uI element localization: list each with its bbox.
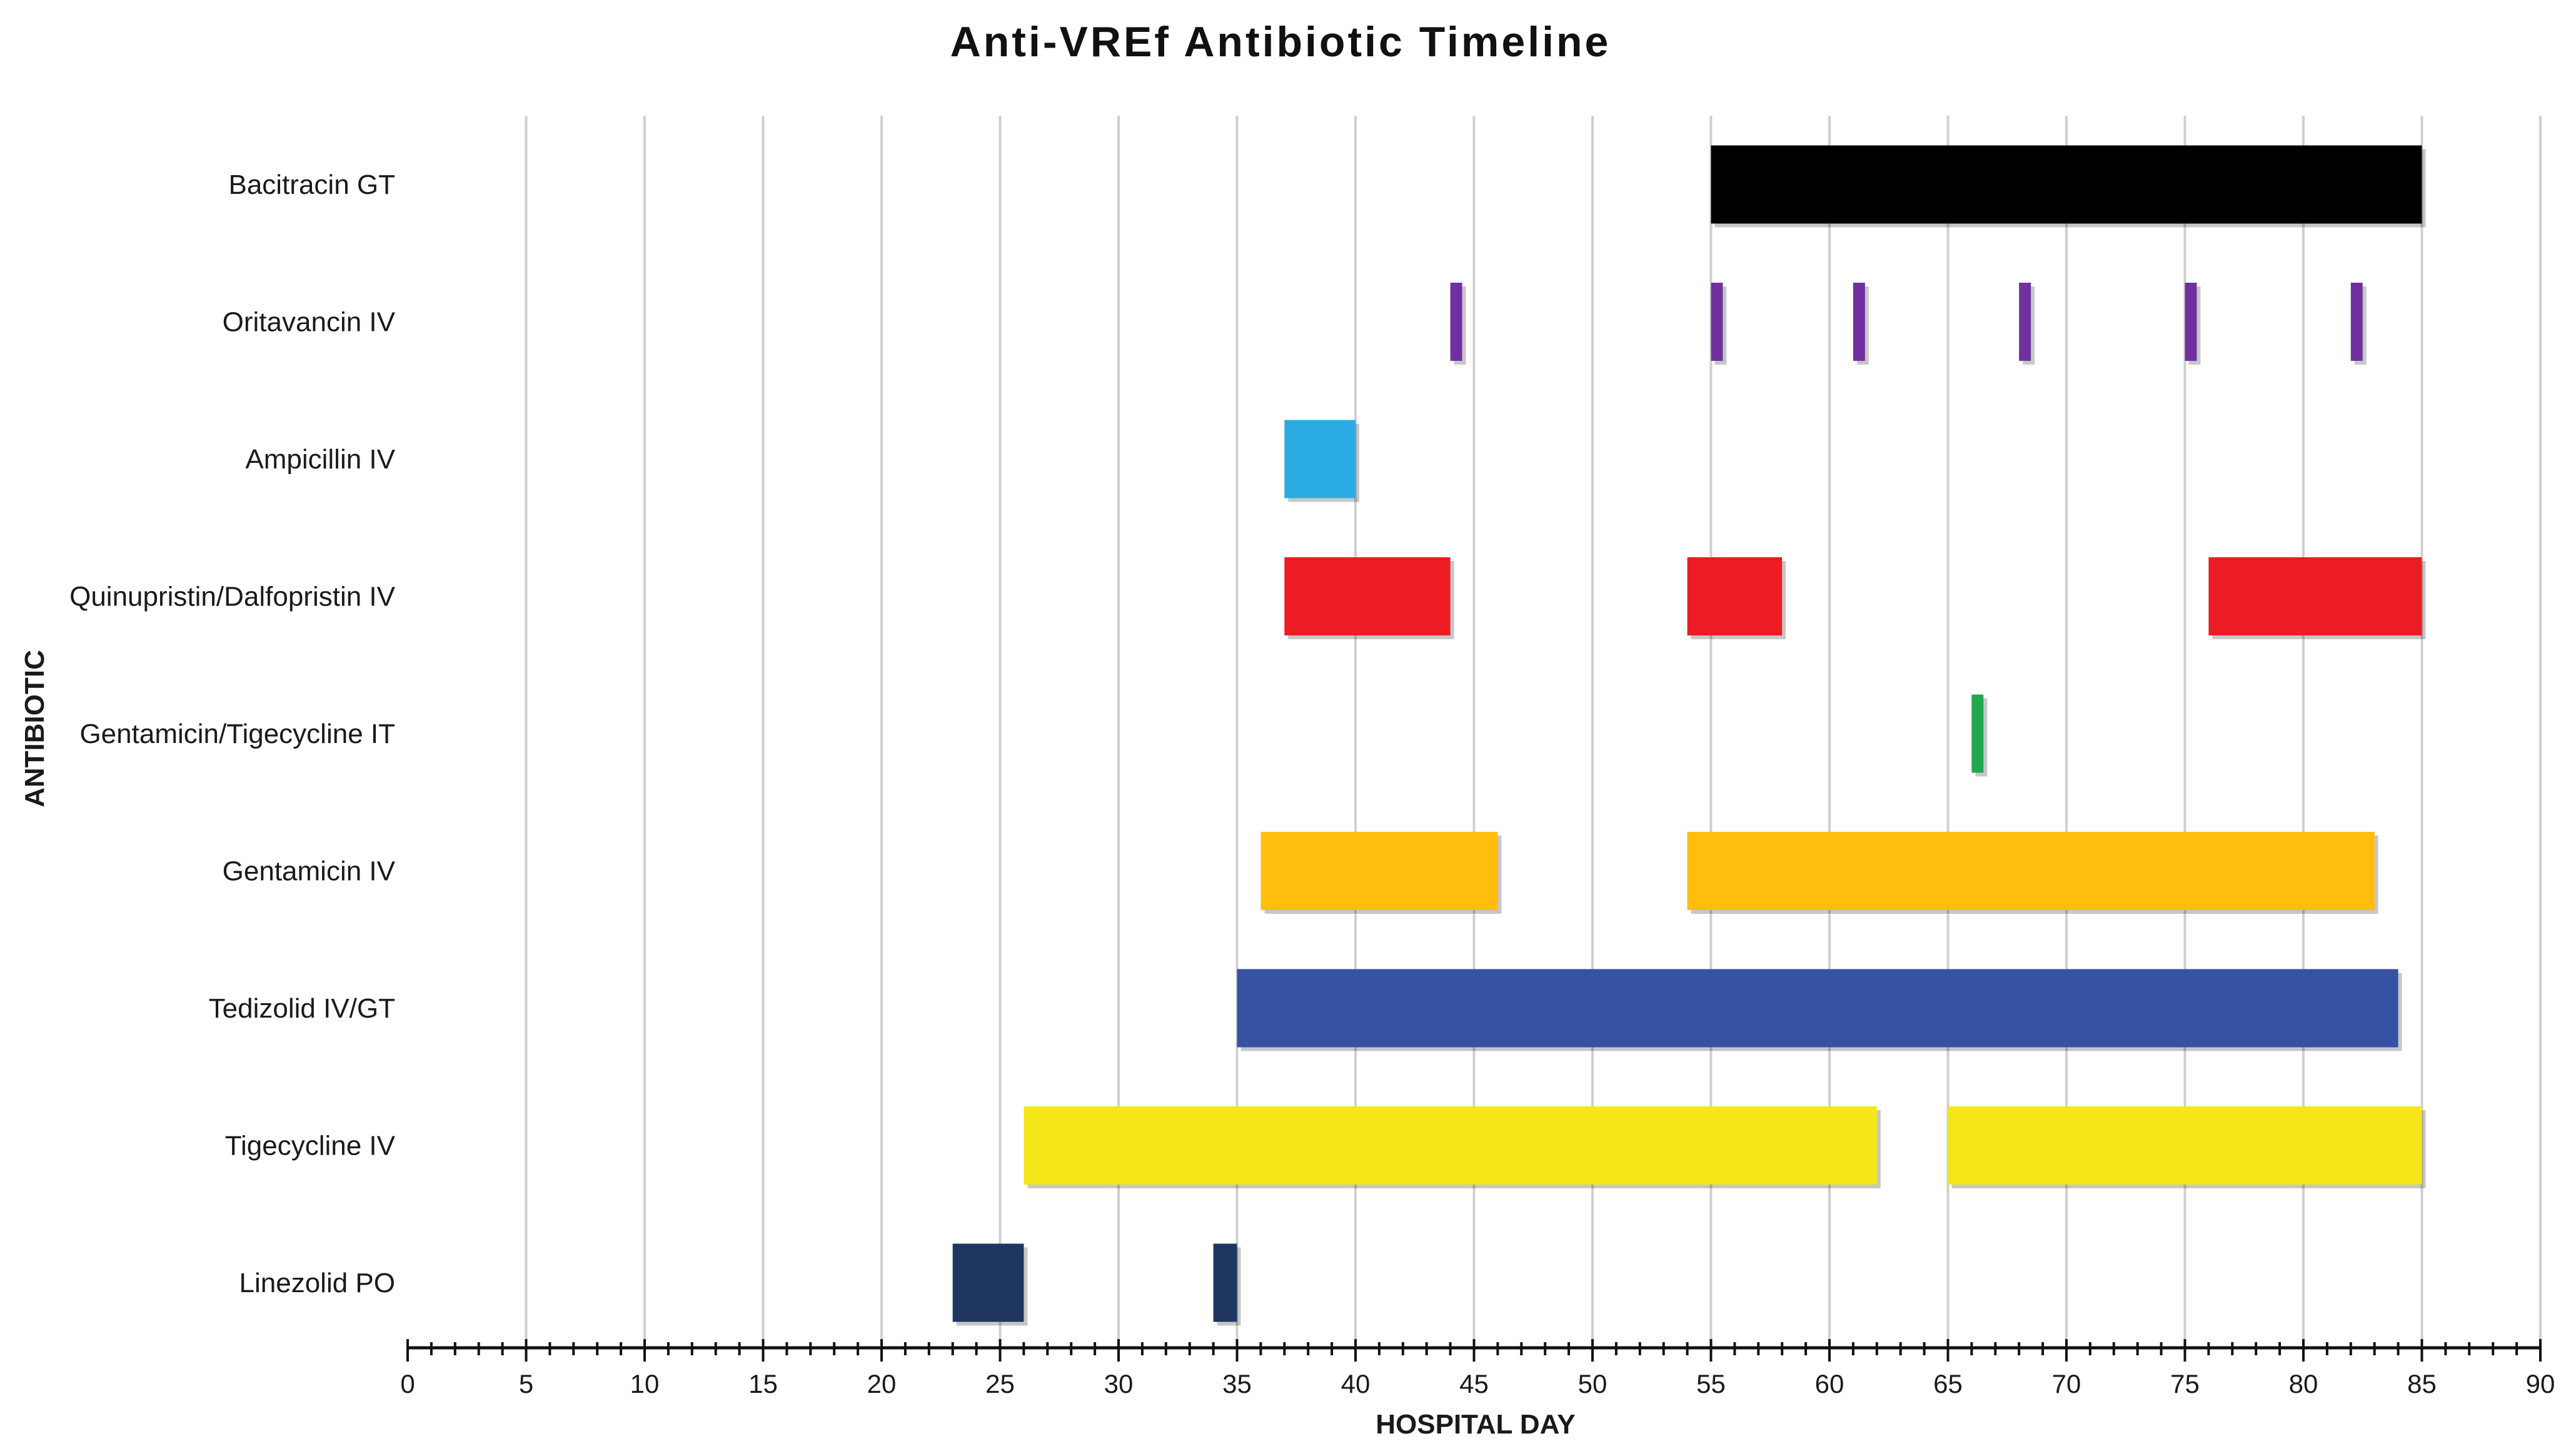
bar-tedizolid-iv-gt xyxy=(1237,969,2398,1048)
bar-gentamicin-iv xyxy=(1260,832,1498,910)
bar-oritavancin-iv xyxy=(1450,283,1462,361)
x-tick-label: 20 xyxy=(867,1369,897,1398)
bar-tigecycline-iv xyxy=(1948,1106,2422,1185)
x-tick-label: 65 xyxy=(1933,1369,1963,1398)
chart-title: Anti-VREf Antibiotic Timeline xyxy=(950,18,1611,66)
x-tick-label: 55 xyxy=(1696,1369,1726,1398)
category-label: Gentamicin/Tigecycline IT xyxy=(79,719,395,749)
bar-linezolid-po xyxy=(1213,1243,1237,1322)
x-tick-label: 45 xyxy=(1459,1369,1489,1398)
category-label: Quinupristin/Dalfopristin IV xyxy=(69,582,396,612)
category-label: Tigecycline IV xyxy=(225,1131,396,1161)
x-tick-label: 90 xyxy=(2526,1369,2555,1398)
category-label: Bacitracin GT xyxy=(228,169,395,200)
bar-oritavancin-iv xyxy=(2185,283,2197,361)
x-tick-label: 30 xyxy=(1104,1369,1134,1398)
x-tick-label: 35 xyxy=(1222,1369,1252,1398)
x-tick-label: 10 xyxy=(630,1369,660,1398)
x-tick-label: 5 xyxy=(519,1369,533,1398)
category-labels: Bacitracin GT Oritavancin IV Ampicillin IV… xyxy=(69,169,396,1298)
bar-linezolid-po xyxy=(952,1243,1024,1322)
x-tick-label: 40 xyxy=(1341,1369,1371,1398)
x-tick-label: 25 xyxy=(985,1369,1015,1398)
bar-oritavancin-iv xyxy=(1853,283,1865,361)
bar-ampicillin-iv xyxy=(1284,420,1356,498)
bar-gentamicin-iv xyxy=(1687,832,2375,910)
bar-quinupristin-dalfopristin-iv xyxy=(1687,557,1783,635)
bar-tigecycline-iv xyxy=(1024,1106,1877,1185)
x-axis: 0 5 10 15 20 25 30 35 40 45 50 55 60 65 70 75 80 85 90 xyxy=(400,1339,2555,1398)
bar-quinupristin-dalfopristin-iv xyxy=(2208,557,2422,635)
bar-quinupristin-dalfopristin-iv xyxy=(1284,557,1451,635)
category-label: Oritavancin IV xyxy=(223,307,396,338)
bars xyxy=(952,145,2426,1326)
bar-gentamicin-tigecycline-it xyxy=(1971,694,1984,773)
x-tick-label: 75 xyxy=(2170,1369,2200,1398)
category-label: Tedizolid IV/GT xyxy=(209,993,395,1024)
x-tick-label: 80 xyxy=(2289,1369,2318,1398)
bar-oritavancin-iv xyxy=(2019,283,2031,361)
x-tick-label: 50 xyxy=(1578,1369,1607,1398)
category-label: Ampicillin IV xyxy=(245,444,395,475)
x-axis-title: HOSPITAL DAY xyxy=(1376,1409,1575,1440)
x-tick-label: 0 xyxy=(400,1369,415,1398)
bar-oritavancin-iv xyxy=(2350,283,2363,361)
bar-bacitracin-gt xyxy=(1711,145,2422,224)
x-tick-label: 15 xyxy=(748,1369,778,1398)
x-tick-label: 70 xyxy=(2052,1369,2081,1398)
y-axis-title: ANTIBIOTIC xyxy=(19,650,50,807)
bar-oritavancin-iv xyxy=(1711,283,1723,361)
category-label: Linezolid PO xyxy=(239,1268,395,1298)
category-label: Gentamicin IV xyxy=(223,856,396,887)
x-tick-label: 60 xyxy=(1815,1369,1844,1398)
x-tick-label: 85 xyxy=(2407,1369,2437,1398)
